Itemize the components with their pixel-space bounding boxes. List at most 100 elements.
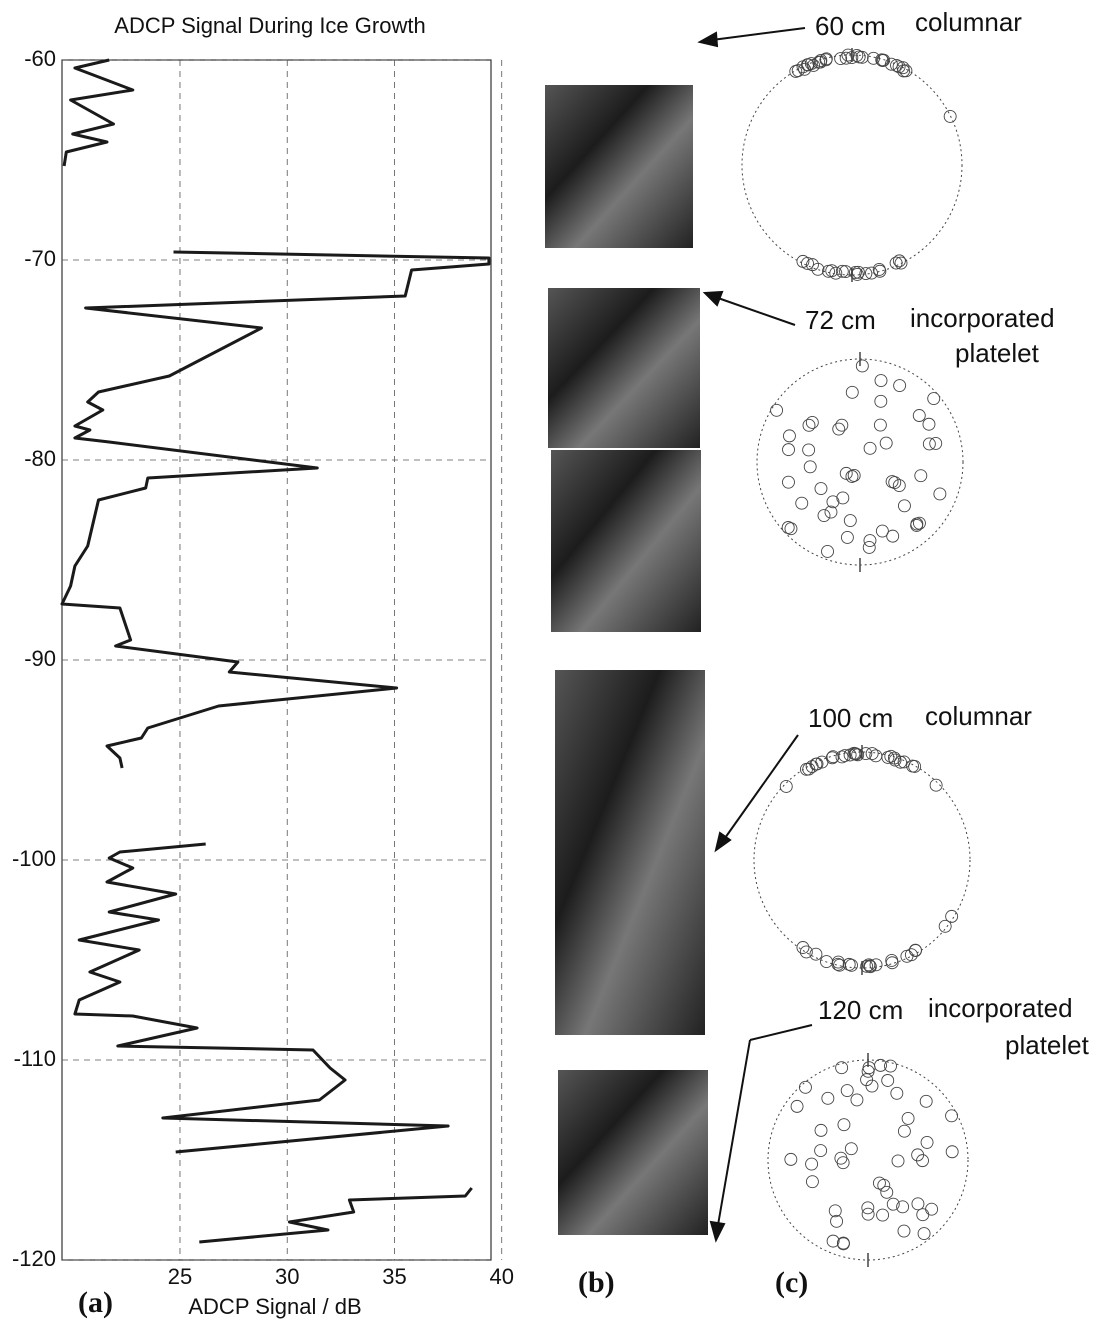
stereonet-point [890, 58, 903, 72]
annotation: 100 cm [808, 703, 893, 733]
stereonet-point [862, 540, 876, 554]
stereonet-point [911, 1197, 925, 1211]
annotation: platelet [955, 338, 1040, 368]
stereonet-point [805, 416, 819, 429]
stereonet-point [835, 418, 849, 432]
ice-image [548, 288, 700, 448]
stereonet-point [844, 1142, 858, 1156]
stereonet-point [814, 1144, 828, 1158]
stereonet-point [897, 1124, 911, 1138]
stereonet-point [881, 1074, 895, 1087]
stereonet-point [836, 491, 850, 505]
stereonet-point [828, 1204, 842, 1218]
stereonet-point [908, 759, 922, 773]
stereonet-point [920, 1135, 934, 1149]
ice-image [545, 85, 693, 248]
panel-label: (c) [775, 1266, 808, 1299]
stereonet-point [830, 1214, 844, 1228]
stereonet-point [819, 955, 833, 969]
annotation: platelet [1005, 1030, 1090, 1060]
y-tick-label: -110 [14, 1046, 56, 1071]
stereonet-point [863, 960, 877, 974]
stereonet-point [790, 1099, 804, 1113]
stereonet-point [805, 760, 819, 774]
stereonet-point [886, 1197, 900, 1211]
stereonet-point [869, 958, 883, 972]
stereonet-point [916, 1208, 930, 1222]
stereonet-point [860, 959, 874, 973]
stereonet-point [879, 436, 893, 450]
stereonet-point [933, 487, 947, 501]
stereonet-point [927, 392, 941, 405]
annotation: 60 cm [815, 11, 886, 41]
stereonet-point [805, 1175, 819, 1189]
stereonet-point [863, 534, 877, 547]
stereonet-point [929, 778, 943, 792]
stereonet-point [803, 460, 817, 474]
x-tick-label: 25 [168, 1264, 192, 1289]
stereonet-point [822, 264, 835, 278]
stereonet-point [943, 109, 957, 123]
ice-image [551, 450, 701, 632]
stereonet-point [784, 522, 798, 536]
stereonet-point [836, 1237, 850, 1251]
stereonet-point [835, 264, 849, 278]
stereonet-point [891, 1154, 905, 1168]
stereonet-point [867, 51, 880, 65]
stereonet-point [809, 947, 823, 961]
stereonet-point [835, 1061, 849, 1075]
stereonet-point [842, 957, 856, 971]
stereonet-point [782, 475, 795, 489]
stereonet-point [839, 466, 853, 480]
stereonet-point [851, 265, 865, 279]
stereonet-point [814, 482, 828, 496]
stereonet-point [826, 750, 840, 764]
stereonet-point [801, 58, 814, 72]
stereonet-point [914, 469, 928, 483]
stereonet-point [801, 257, 814, 270]
stereonet-point [847, 469, 861, 482]
stereonet-point [861, 1201, 875, 1215]
stereonet-point [835, 750, 849, 764]
stereonet-point [850, 268, 864, 281]
stereonet-point [897, 755, 911, 769]
stereonet-point [859, 747, 873, 761]
stereonet-point [886, 529, 900, 543]
stereonet-point [814, 1123, 828, 1137]
stereonet-point [863, 441, 877, 455]
stereonet-point [821, 1091, 835, 1105]
y-tick-label: -100 [12, 846, 56, 871]
stereonet-point [877, 1178, 891, 1192]
stereonet-point [799, 945, 813, 959]
stereonet-point [784, 1152, 798, 1166]
stereonet-point [880, 1185, 894, 1199]
stereonet-point [865, 266, 878, 280]
stereonet-point [824, 505, 838, 519]
stereonet-point [885, 954, 899, 967]
stereonet-point [840, 1084, 854, 1097]
stereonet-point [826, 1234, 840, 1248]
stereonet-point [876, 1208, 890, 1222]
stereonet-point [802, 443, 816, 457]
stereonet-point [855, 359, 869, 373]
stereonet-point [861, 1207, 875, 1221]
chart-title: ADCP Signal During Ice Growth [114, 13, 425, 38]
panel-label: (a) [78, 1286, 113, 1319]
stereonet-point [840, 530, 854, 544]
stereonet-point [843, 514, 857, 527]
stereonet-point [901, 1111, 915, 1125]
x-tick-label: 40 [489, 1264, 513, 1289]
stereonet-point [894, 256, 908, 270]
stereonet-point [849, 747, 863, 761]
arrows [697, 27, 813, 1243]
stereonet-point [855, 50, 869, 64]
stereonet-point [911, 1148, 925, 1162]
stereonet-point [917, 1227, 931, 1241]
stereonet-point [900, 949, 914, 963]
stereonet-point [770, 403, 784, 417]
x-tick-label: 35 [382, 1264, 406, 1289]
stereonet-point [912, 409, 926, 422]
stereonet-point [859, 267, 873, 281]
stereonet-point [919, 1094, 933, 1108]
